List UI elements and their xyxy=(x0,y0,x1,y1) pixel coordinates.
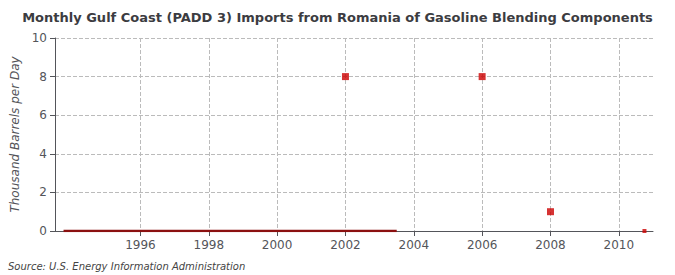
svg-text:2010: 2010 xyxy=(604,238,635,252)
svg-text:8: 8 xyxy=(39,70,47,84)
svg-text:Thousand Barrels per Day: Thousand Barrels per Day xyxy=(8,56,22,213)
svg-text:1998: 1998 xyxy=(193,238,224,252)
svg-text:4: 4 xyxy=(39,147,47,161)
svg-text:2006: 2006 xyxy=(467,238,498,252)
svg-text:6: 6 xyxy=(39,108,47,122)
svg-text:Source: U.S. Energy Informatio: Source: U.S. Energy Information Administ… xyxy=(8,261,245,272)
svg-text:2002: 2002 xyxy=(330,238,361,252)
svg-text:2004: 2004 xyxy=(399,238,430,252)
svg-text:10: 10 xyxy=(32,31,47,45)
svg-text:0: 0 xyxy=(39,224,47,238)
svg-text:Monthly Gulf Coast (PADD 3) Im: Monthly Gulf Coast (PADD 3) Imports from… xyxy=(22,10,653,25)
svg-text:2008: 2008 xyxy=(535,238,566,252)
svg-text:2: 2 xyxy=(39,185,47,199)
svg-text:2000: 2000 xyxy=(262,238,293,252)
svg-text:1996: 1996 xyxy=(125,238,156,252)
